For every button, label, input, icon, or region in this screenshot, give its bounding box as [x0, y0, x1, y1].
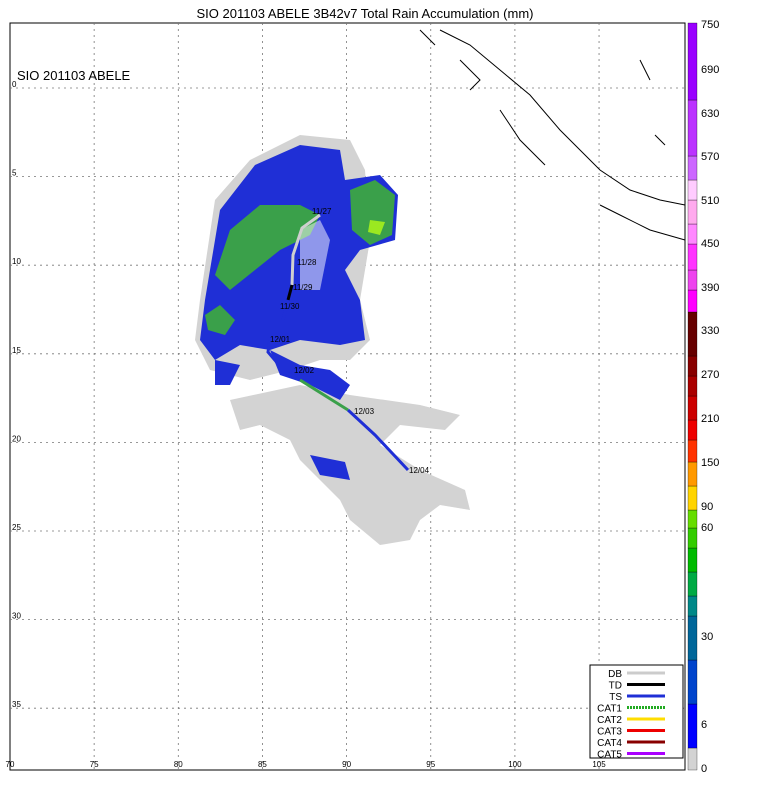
colorbar-segment	[687, 439, 698, 463]
colorbar: 7506906305705104503903302702101509060306…	[687, 19, 719, 775]
track-date-label: 12/01	[270, 335, 291, 344]
colorbar-segment	[687, 375, 698, 397]
colorbar-label: 630	[701, 108, 719, 120]
colorbar-segment	[687, 485, 698, 511]
colorbar-label: 750	[701, 19, 719, 31]
colorbar-label: 570	[701, 151, 719, 163]
colorbar-segment	[687, 99, 698, 157]
colorbar-segment	[687, 615, 698, 661]
longitude-label: 90	[342, 760, 351, 769]
legend-label: CAT4	[597, 738, 622, 749]
colorbar-label: 510	[701, 195, 719, 207]
coastline	[419, 29, 686, 241]
colorbar-segment	[687, 595, 698, 617]
longitude-label: 95	[426, 760, 435, 769]
colorbar-segment	[687, 199, 698, 225]
legend-label: CAT2	[597, 715, 622, 726]
colorbar-segment	[687, 461, 698, 487]
rain-field	[195, 135, 470, 545]
track-date-label: 11/28	[297, 258, 317, 267]
latitude-label: 0	[12, 80, 17, 89]
colorbar-label: 90	[701, 501, 713, 513]
colorbar-segment	[687, 311, 698, 357]
colorbar-segment	[687, 747, 698, 771]
colorbar-label: 390	[701, 282, 719, 294]
latitude-label: 5	[12, 169, 17, 178]
legend-label: TS	[609, 692, 622, 703]
track-date-label: 12/03	[354, 407, 375, 416]
colorbar-segment	[687, 527, 698, 549]
latitude-label: 15	[12, 346, 21, 355]
legend-label: CAT3	[597, 727, 622, 738]
legend-label: DB	[608, 669, 622, 680]
track-date-label: 11/27	[312, 207, 332, 216]
longitude-label: 100	[508, 760, 522, 769]
colorbar-label: 450	[701, 238, 719, 250]
colorbar-segment	[687, 703, 698, 749]
latitude-label: 10	[12, 257, 21, 266]
legend-label: TD	[609, 681, 622, 692]
colorbar-segment	[687, 355, 698, 377]
colorbar-label: 0	[701, 763, 707, 775]
longitude-label: 70	[6, 760, 15, 769]
colorbar-segment	[687, 155, 698, 181]
colorbar-segment	[687, 289, 698, 313]
colorbar-label: 270	[701, 369, 719, 381]
inset-label: SIO 201103 ABELE	[17, 68, 131, 83]
legend-label: CAT1	[597, 704, 622, 715]
colorbar-label: 210	[701, 413, 719, 425]
colorbar-label: 330	[701, 325, 719, 337]
longitude-label: 85	[258, 760, 267, 769]
track-date-label: 12/02	[294, 366, 315, 375]
colorbar-segment	[687, 22, 698, 101]
colorbar-segment	[687, 243, 698, 271]
colorbar-label: 6	[701, 719, 707, 731]
colorbar-label: 150	[701, 457, 719, 469]
colorbar-label: 60	[701, 522, 713, 534]
track-date-label: 12/04	[409, 466, 430, 475]
storm-track	[266, 213, 410, 472]
latitude-label: 35	[12, 700, 21, 709]
latitude-label: 30	[12, 612, 21, 621]
colorbar-label: 30	[701, 631, 713, 643]
map-title: SIO 201103 ABELE 3B42v7 Total Rain Accum…	[197, 6, 534, 21]
colorbar-segment	[687, 179, 698, 201]
colorbar-label: 690	[701, 64, 719, 76]
colorbar-segment	[687, 659, 698, 705]
track-date-label: 11/30	[280, 302, 300, 311]
longitude-label: 80	[174, 760, 183, 769]
colorbar-segment	[687, 419, 698, 441]
latitude-label: 25	[12, 523, 21, 532]
longitude-label: 105	[592, 760, 606, 769]
colorbar-segment	[687, 269, 698, 291]
colorbar-segment	[687, 223, 698, 245]
colorbar-segment	[687, 395, 698, 421]
colorbar-segment	[687, 571, 698, 597]
longitude-label: 75	[90, 760, 99, 769]
track-date-label: 11/29	[293, 283, 313, 292]
legend-label: CAT5	[597, 750, 622, 761]
colorbar-segment	[687, 547, 698, 573]
colorbar-segment	[687, 509, 698, 529]
latitude-label: 20	[12, 434, 21, 443]
